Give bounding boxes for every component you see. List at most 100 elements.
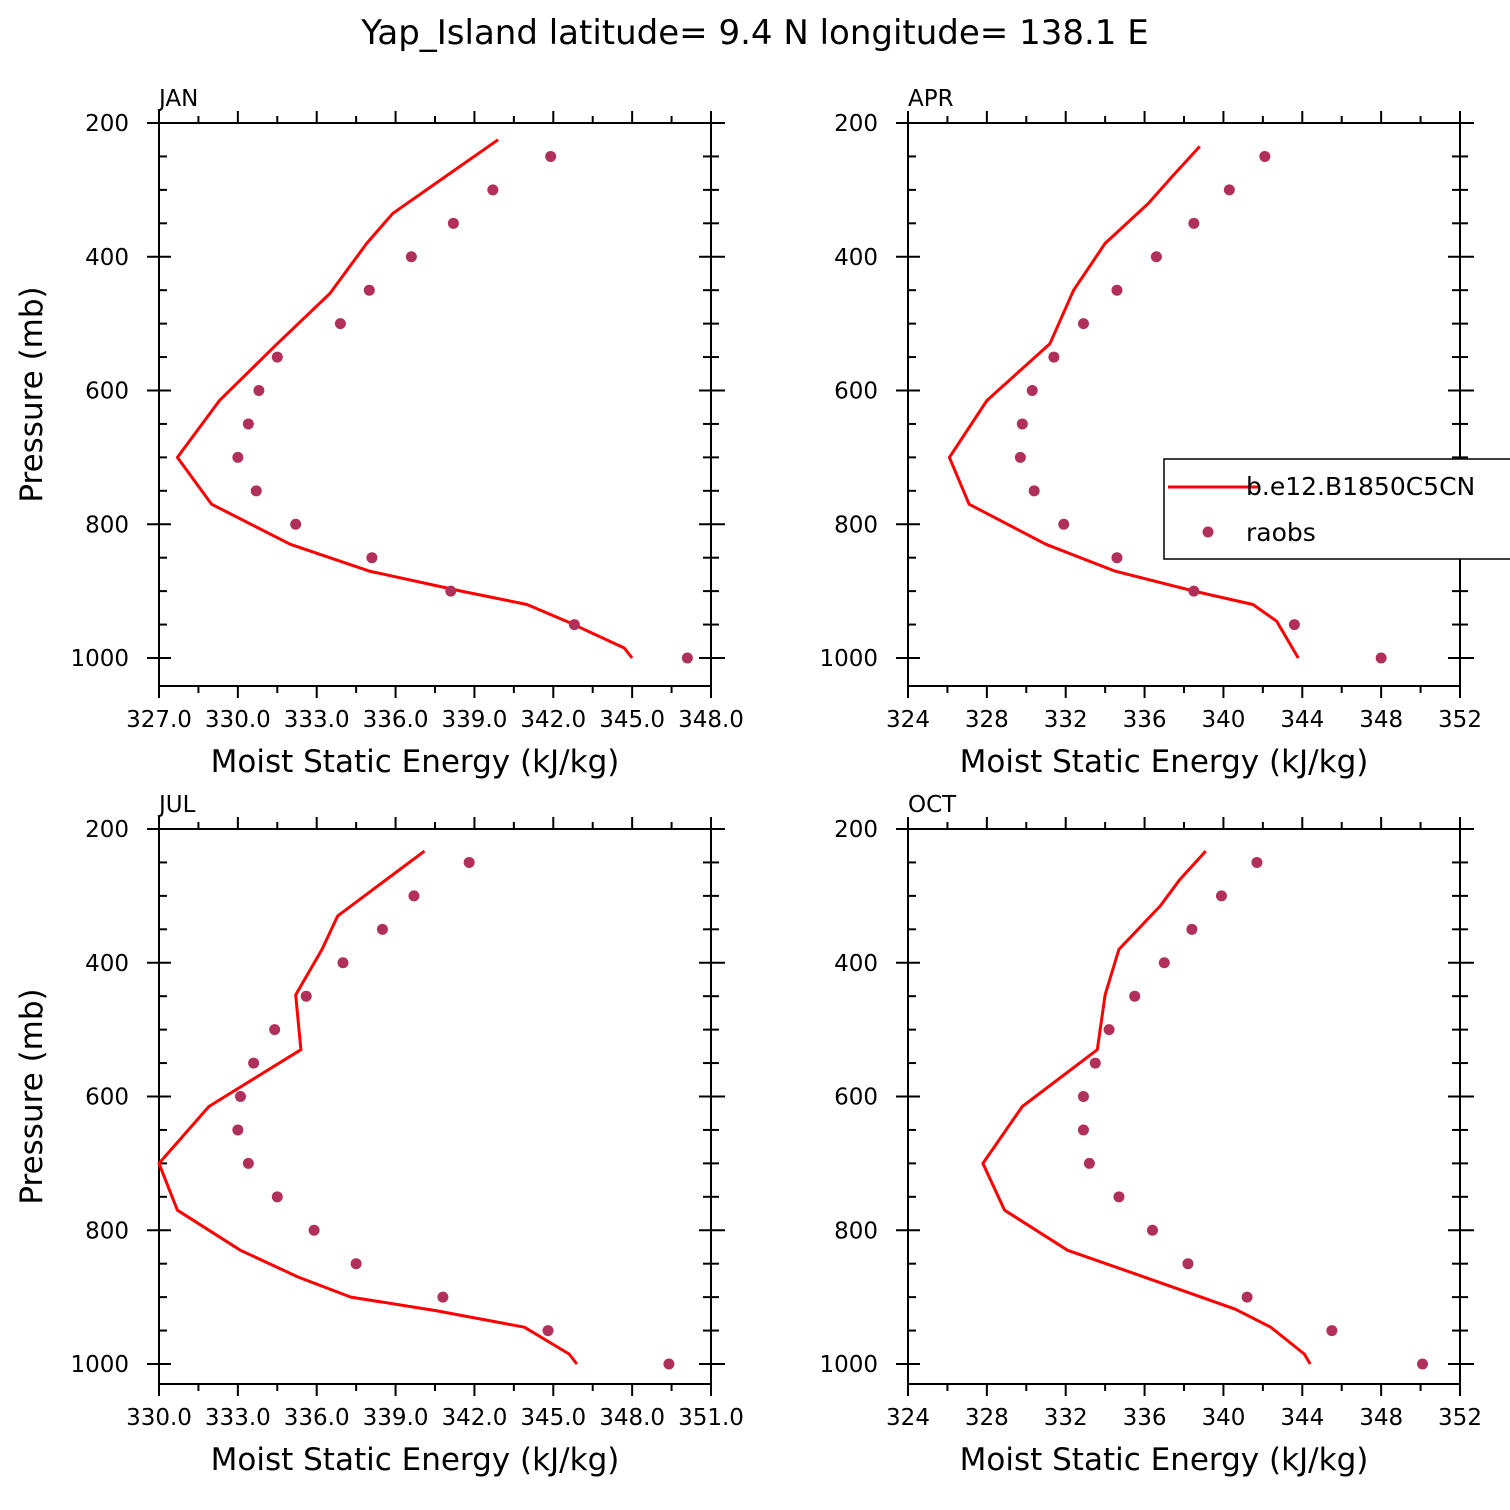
data-point-raobs bbox=[1016, 418, 1028, 430]
data-point-raobs bbox=[1103, 1024, 1115, 1036]
x-tick-label: 336.0 bbox=[363, 707, 429, 733]
x-tick-label: 344 bbox=[1280, 707, 1324, 733]
x-tick-label: 332 bbox=[1044, 1405, 1088, 1431]
plot-frame bbox=[158, 122, 712, 687]
data-point-raobs bbox=[271, 1191, 283, 1203]
x-tick-label: 339.0 bbox=[363, 1405, 429, 1431]
panel-title-apr: APR bbox=[908, 86, 954, 112]
data-point-raobs bbox=[1089, 1057, 1101, 1069]
y-tick-label: 200 bbox=[834, 111, 878, 137]
data-point-raobs bbox=[1326, 1325, 1338, 1337]
y-tick-label: 800 bbox=[834, 1218, 878, 1244]
y-tick-label: 400 bbox=[85, 951, 129, 977]
series-line-model bbox=[947, 145, 1300, 659]
x-tick-label: 344 bbox=[1280, 1405, 1324, 1431]
x-tick-label: 342.0 bbox=[520, 707, 586, 733]
x-tick-label: 330.0 bbox=[126, 1405, 192, 1431]
x-tick-label: 352 bbox=[1438, 707, 1482, 733]
data-point-raobs bbox=[1241, 1291, 1253, 1303]
y-tick-label: 1000 bbox=[70, 646, 129, 672]
data-point-raobs bbox=[568, 619, 580, 631]
series-line-model bbox=[175, 138, 634, 659]
data-point-raobs bbox=[437, 1291, 449, 1303]
x-tick-label: 348.0 bbox=[599, 1405, 665, 1431]
x-axis-title: Moist Static Energy (kJ/kg) bbox=[960, 744, 1369, 780]
y-tick-label: 800 bbox=[85, 512, 129, 538]
data-point-raobs bbox=[1158, 957, 1170, 969]
data-point-raobs bbox=[1188, 585, 1200, 597]
x-tick-label: 339.0 bbox=[441, 707, 507, 733]
x-axis-title: Moist Static Energy (kJ/kg) bbox=[960, 1442, 1369, 1478]
data-point-raobs bbox=[337, 957, 349, 969]
data-point-raobs bbox=[242, 418, 254, 430]
x-tick-label: 333.0 bbox=[205, 1405, 271, 1431]
data-point-raobs bbox=[1058, 518, 1070, 530]
data-point-raobs bbox=[408, 890, 420, 902]
y-tick-label: 1000 bbox=[70, 1352, 129, 1378]
data-point-raobs bbox=[445, 585, 457, 597]
data-point-raobs bbox=[1129, 990, 1141, 1002]
x-tick-label: 327.0 bbox=[126, 707, 192, 733]
x-tick-label: 348 bbox=[1359, 1405, 1403, 1431]
data-point-raobs bbox=[308, 1224, 320, 1236]
panel-title-jul: JUL bbox=[157, 792, 196, 818]
x-tick-label: 328 bbox=[965, 707, 1009, 733]
y-tick-label: 200 bbox=[85, 817, 129, 843]
data-point-raobs bbox=[1215, 890, 1227, 902]
data-point-raobs bbox=[1150, 251, 1162, 263]
x-tick-label: 348.0 bbox=[678, 707, 744, 733]
data-point-raobs bbox=[1223, 184, 1235, 196]
x-axis-title: Moist Static Energy (kJ/kg) bbox=[211, 1442, 620, 1478]
x-tick-label: 345.0 bbox=[520, 1405, 586, 1431]
data-point-raobs bbox=[1417, 1358, 1429, 1370]
data-point-raobs bbox=[1182, 1258, 1194, 1270]
data-point-raobs bbox=[1375, 652, 1387, 664]
x-tick-label: 333.0 bbox=[284, 707, 350, 733]
panel-title-oct: OCT bbox=[908, 792, 957, 818]
data-point-raobs bbox=[1188, 217, 1200, 229]
panel-apr: APR 324 328 332 336 340 344 348 352 200 400 600 800 1… bbox=[819, 86, 1510, 780]
y-tick-label: 200 bbox=[834, 817, 878, 843]
data-point-raobs bbox=[232, 1124, 244, 1136]
data-point-raobs bbox=[248, 1057, 260, 1069]
y-tick-label: 600 bbox=[85, 1085, 129, 1111]
plot-frame bbox=[158, 828, 712, 1385]
panel-jul: JUL 330.0 333.0 336.0 339.0 342.0 345.0 348.0 35… bbox=[14, 792, 744, 1478]
x-tick-label: 336.0 bbox=[284, 1405, 350, 1431]
data-point-raobs bbox=[334, 318, 346, 330]
legend-box bbox=[1163, 458, 1510, 560]
x-tick-label: 332 bbox=[1044, 707, 1088, 733]
legend-label-model: b.e12.B1850C5CN bbox=[1246, 472, 1475, 501]
data-point-raobs bbox=[405, 251, 417, 263]
data-point-raobs bbox=[1111, 284, 1123, 296]
plot-frame bbox=[907, 828, 1461, 1385]
data-point-raobs bbox=[253, 385, 265, 396]
data-point-raobs bbox=[681, 652, 693, 664]
y-tick-label: 800 bbox=[834, 512, 878, 538]
data-point-raobs bbox=[1251, 856, 1263, 868]
data-point-raobs bbox=[663, 1358, 675, 1370]
data-point-raobs bbox=[487, 184, 499, 196]
legend-swatch-raobs bbox=[1202, 526, 1214, 538]
data-point-raobs bbox=[1259, 150, 1271, 162]
x-axis-title: Moist Static Energy (kJ/kg) bbox=[211, 744, 620, 780]
data-point-raobs bbox=[1146, 1224, 1158, 1236]
data-point-raobs bbox=[463, 856, 475, 868]
x-tick-label: 330.0 bbox=[205, 707, 271, 733]
plot-frame bbox=[907, 122, 1461, 687]
panel-oct: OCT 324 328 332 336 340 344 348 352 200 400 600 800 1… bbox=[819, 792, 1482, 1478]
y-tick-label: 200 bbox=[85, 111, 129, 137]
figure-title: Yap_Island latitude= 9.4 N longitude= 13… bbox=[360, 13, 1148, 53]
data-point-raobs bbox=[242, 1157, 254, 1169]
data-point-raobs bbox=[1186, 923, 1198, 935]
x-tick-label: 336 bbox=[1123, 1405, 1167, 1431]
data-point-raobs bbox=[350, 1258, 362, 1270]
data-point-raobs bbox=[1026, 385, 1038, 396]
x-tick-label: 336 bbox=[1123, 707, 1167, 733]
y-tick-label: 600 bbox=[834, 1085, 878, 1111]
y-tick-label: 400 bbox=[834, 951, 878, 977]
x-tick-label: 345.0 bbox=[599, 707, 665, 733]
data-point-raobs bbox=[1288, 619, 1300, 631]
data-point-raobs bbox=[376, 923, 388, 935]
